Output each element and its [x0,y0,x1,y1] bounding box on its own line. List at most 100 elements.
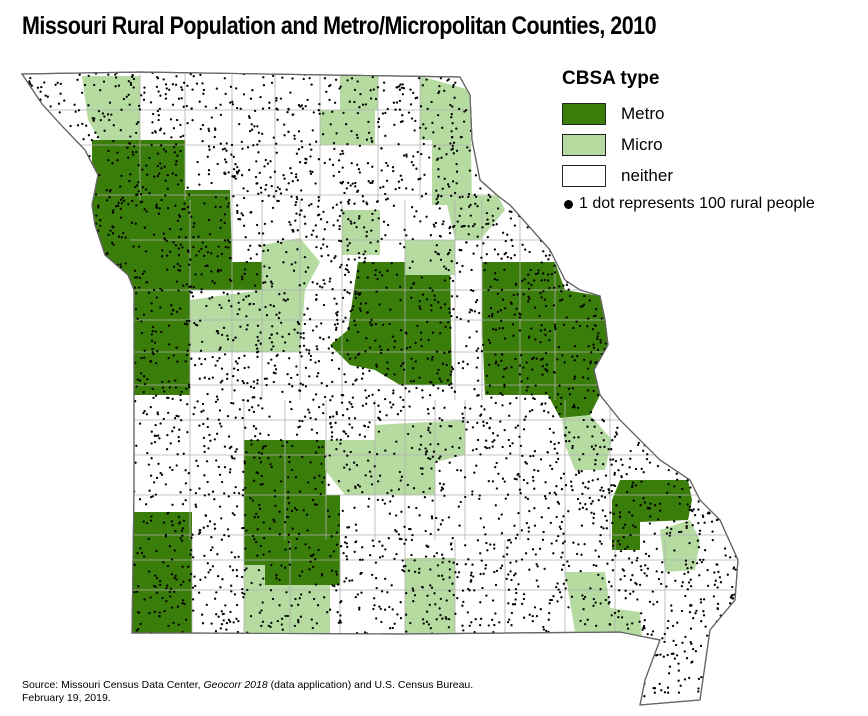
rural-dot [151,325,155,329]
rural-dot [175,414,178,418]
rural-dot [527,287,531,291]
rural-dot [449,350,452,353]
rural-dot [686,479,689,482]
rural-dot [174,143,178,146]
rural-dot [549,521,552,525]
rural-dot [133,145,136,148]
rural-dot [190,291,193,294]
rural-dot [598,540,602,543]
rural-dot [341,296,345,300]
rural-dot [217,615,220,618]
rural-dot [448,568,452,571]
rural-dot [371,539,374,542]
rural-dot [127,93,130,96]
rural-dot [729,596,732,599]
rural-dot [429,422,432,426]
rural-dot [309,172,313,176]
rural-dot [149,474,153,477]
rural-dot [564,426,568,429]
rural-dot [287,515,290,519]
rural-dot [604,342,607,345]
rural-dot [176,453,179,456]
rural-dot [626,627,630,630]
rural-dot [308,591,311,594]
rural-dot [440,156,443,159]
rural-dot [225,628,228,631]
rural-dot [619,549,623,553]
rural-dot [259,461,263,464]
rural-dot [418,567,421,570]
rural-dot [430,100,433,104]
rural-dot [157,118,160,122]
rural-dot [595,624,598,627]
rural-dot [388,605,391,609]
rural-dot [497,364,500,367]
rural-dot [653,504,657,507]
rural-dot [262,84,266,87]
rural-dot [412,281,415,285]
rural-dot [501,477,505,480]
rural-dot [242,298,245,301]
rural-dot [228,241,231,244]
rural-dot [127,80,130,83]
rural-dot [230,305,233,308]
rural-dot [284,521,287,524]
rural-dot [171,172,174,175]
rural-dot [180,86,183,89]
rural-dot [214,400,218,404]
rural-dot [137,120,140,124]
rural-dot [553,447,556,450]
rural-dot [219,586,222,589]
rural-dot [290,509,294,513]
rural-dot [204,264,207,268]
rural-dot [514,587,518,591]
rural-dot [175,75,178,78]
rural-dot [333,297,336,300]
rural-dot [547,258,550,261]
rural-dot [36,86,40,89]
rural-dot [165,448,169,451]
rural-dot [230,551,233,554]
rural-dot [475,366,478,369]
rural-dot [580,553,583,556]
rural-dot [207,127,210,130]
rural-dot [330,431,334,434]
rural-dot [201,340,204,344]
rural-dot [256,379,259,382]
rural-dot [268,527,272,530]
rural-dot [117,235,121,238]
rural-dot [171,83,175,86]
rural-dot [297,426,300,429]
rural-dot [459,500,462,504]
rural-dot [580,524,584,527]
rural-dot [384,198,388,201]
rural-dot [343,373,346,376]
rural-dot [421,472,424,476]
rural-dot [259,342,262,345]
rural-dot [691,647,695,651]
rural-dot [626,491,629,494]
rural-dot [661,637,664,640]
rural-dot [382,89,386,92]
rural-dot [666,653,669,657]
rural-dot [456,295,459,298]
rural-dot [149,360,152,363]
rural-dot [316,604,320,607]
rural-dot [411,237,414,241]
rural-dot [215,613,218,616]
rural-dot [200,362,203,366]
rural-dot [419,307,422,311]
rural-dot [159,94,162,97]
rural-dot [535,563,538,566]
rural-dot [304,366,308,370]
rural-dot [531,548,535,551]
rural-dot [97,204,100,207]
rural-dot [294,476,298,479]
rural-dot [233,513,236,517]
rural-dot [59,82,62,86]
rural-dot [404,538,408,541]
rural-dot [375,453,379,456]
rural-dot [547,411,550,414]
rural-dot [431,356,434,359]
rural-dot [444,267,448,270]
